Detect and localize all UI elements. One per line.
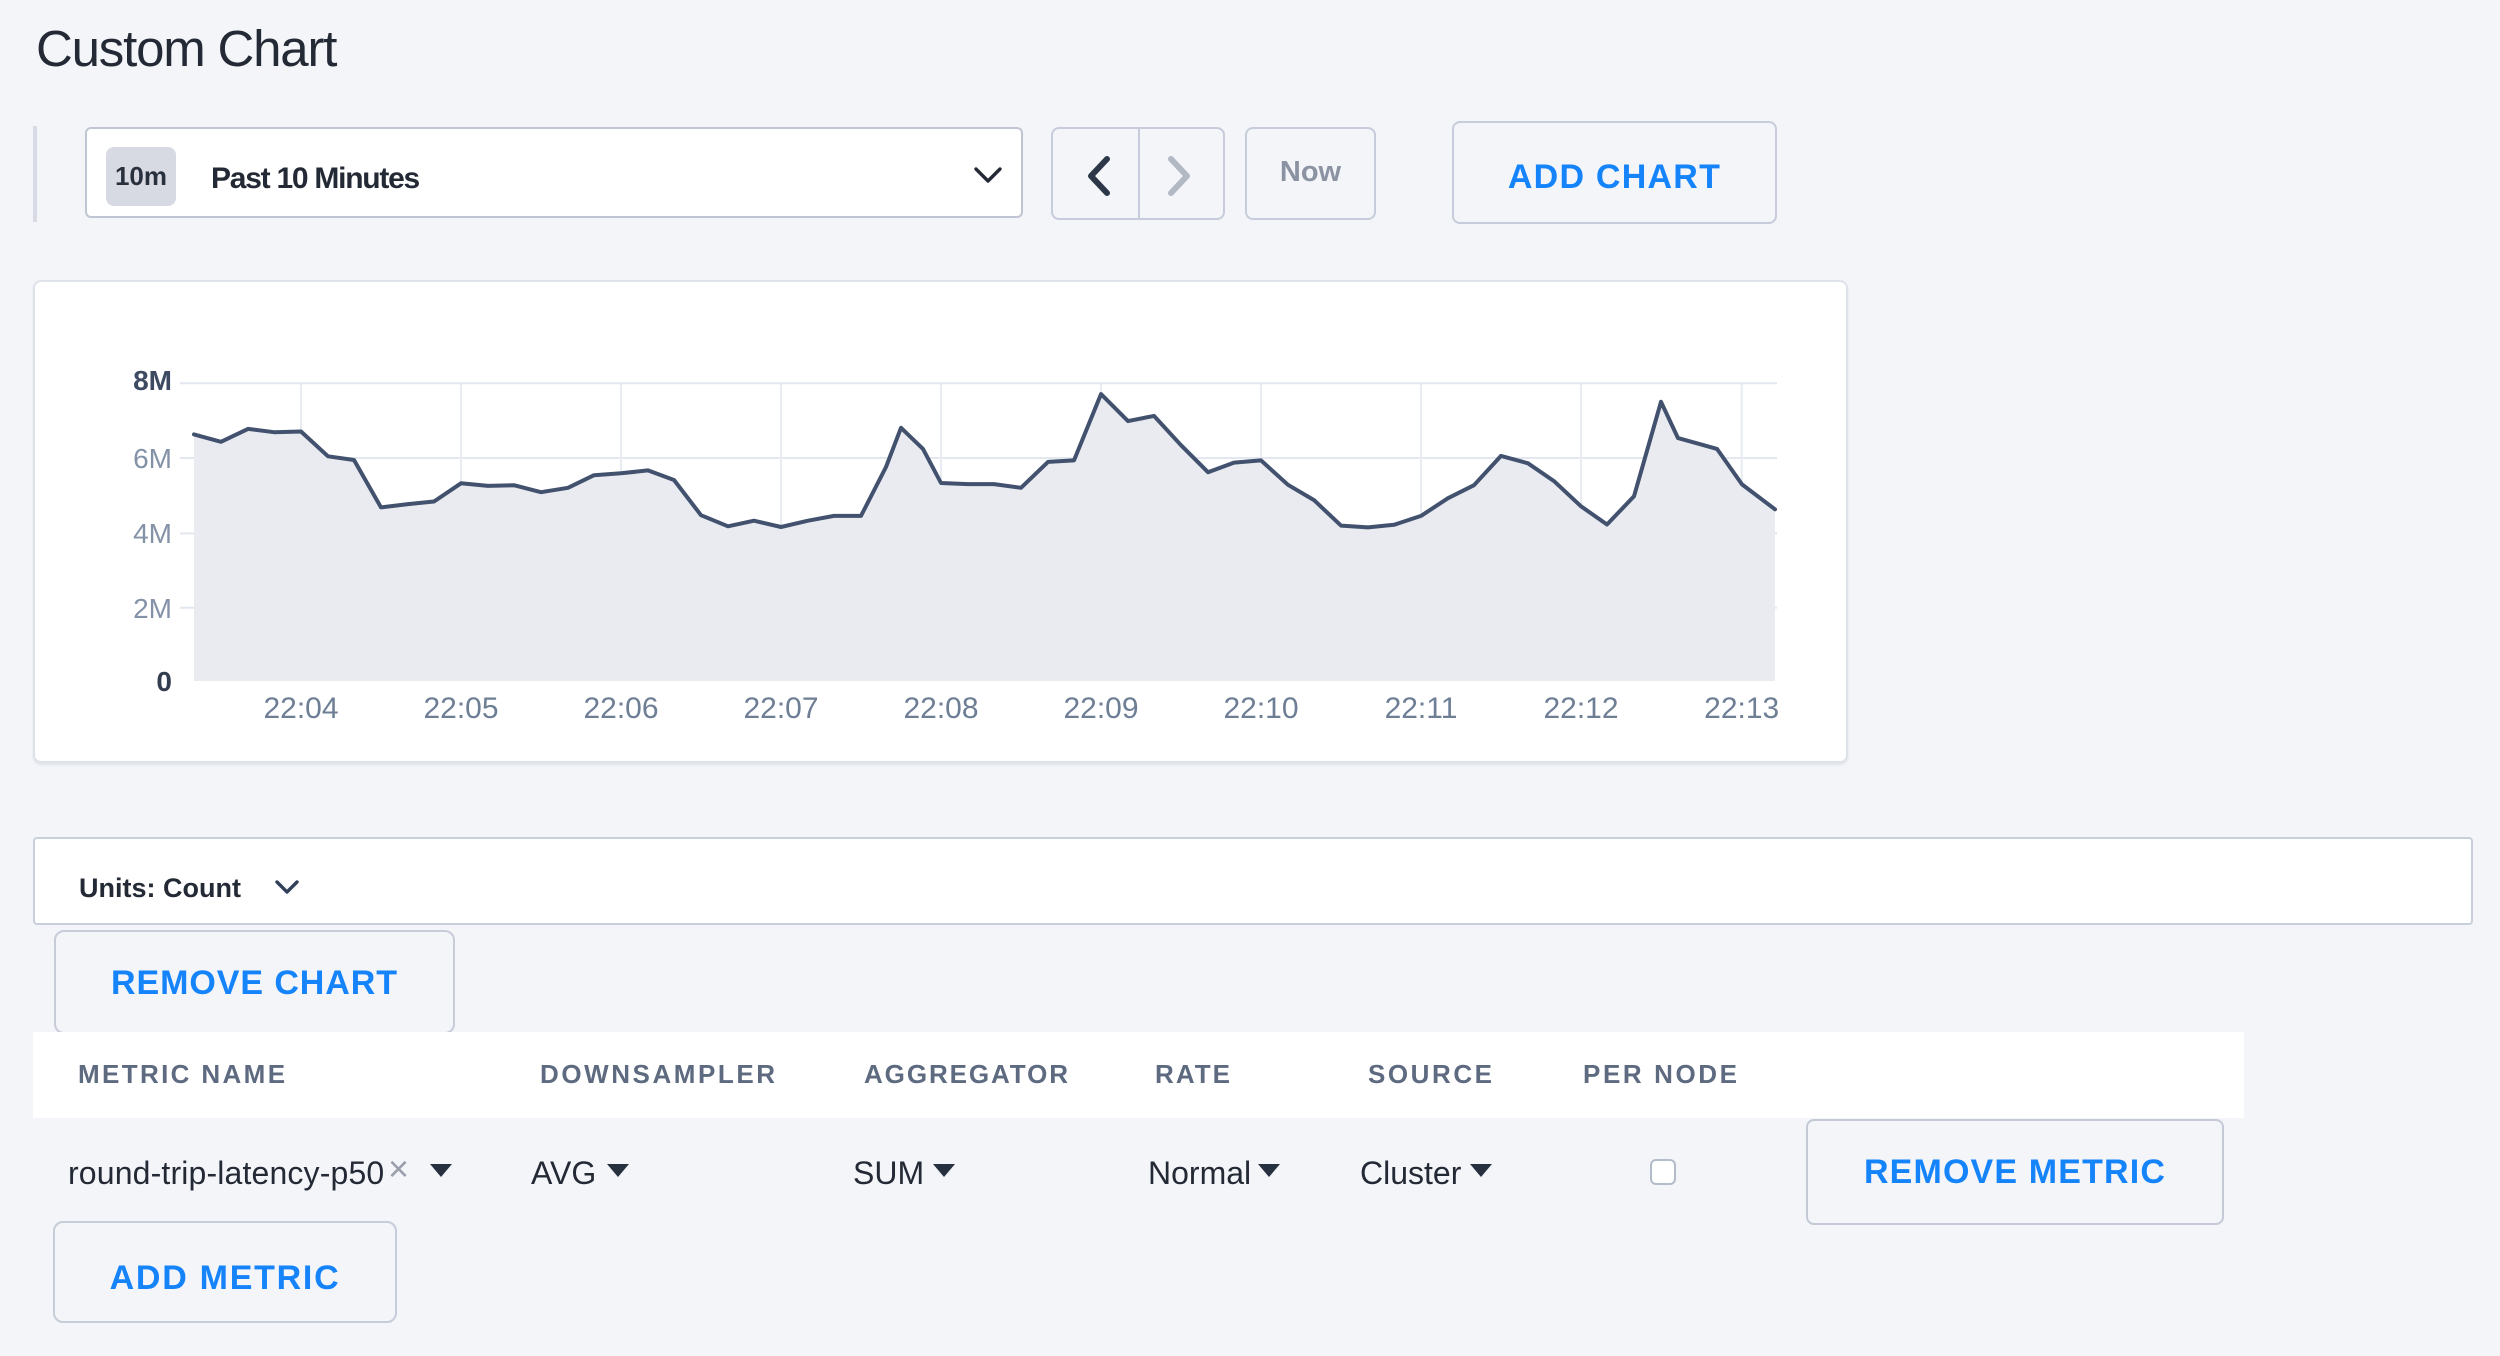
svg-text:22:04: 22:04	[263, 692, 338, 725]
svg-text:8M: 8M	[133, 365, 172, 396]
svg-text:6M: 6M	[133, 443, 172, 474]
svg-text:0: 0	[156, 666, 172, 697]
svg-text:22:12: 22:12	[1543, 692, 1618, 725]
svg-text:22:11: 22:11	[1385, 692, 1458, 725]
svg-text:22:06: 22:06	[583, 692, 658, 725]
svg-text:22:13: 22:13	[1704, 692, 1779, 725]
svg-text:22:09: 22:09	[1063, 692, 1138, 725]
svg-text:22:08: 22:08	[903, 692, 978, 725]
svg-text:22:10: 22:10	[1223, 692, 1298, 725]
svg-text:4M: 4M	[133, 518, 172, 549]
svg-text:2M: 2M	[133, 593, 172, 624]
svg-text:22:05: 22:05	[423, 692, 498, 725]
svg-text:22:07: 22:07	[743, 692, 818, 725]
